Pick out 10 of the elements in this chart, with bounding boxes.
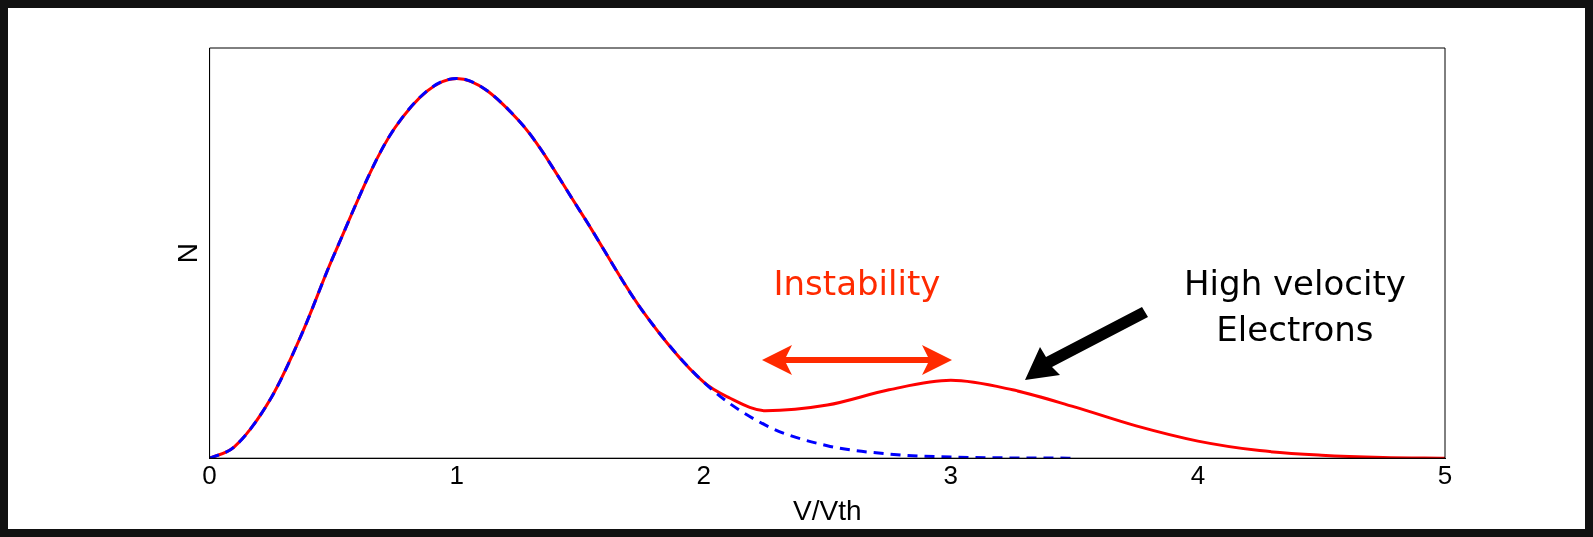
- annotation: High velocity Electrons: [1183, 262, 1407, 352]
- x-axis-title: V/Vth: [793, 494, 862, 526]
- y-axis-title: N: [171, 242, 203, 264]
- x-tick-label: 5: [1437, 459, 1453, 490]
- annotation: Instability: [772, 261, 942, 305]
- x-tick-label: 4: [1190, 459, 1206, 490]
- x-tick-label: 3: [943, 459, 959, 490]
- x-tick-label: 1: [449, 459, 464, 490]
- x-tick-label: 2: [696, 459, 711, 490]
- x-tick-label: 0: [202, 459, 217, 490]
